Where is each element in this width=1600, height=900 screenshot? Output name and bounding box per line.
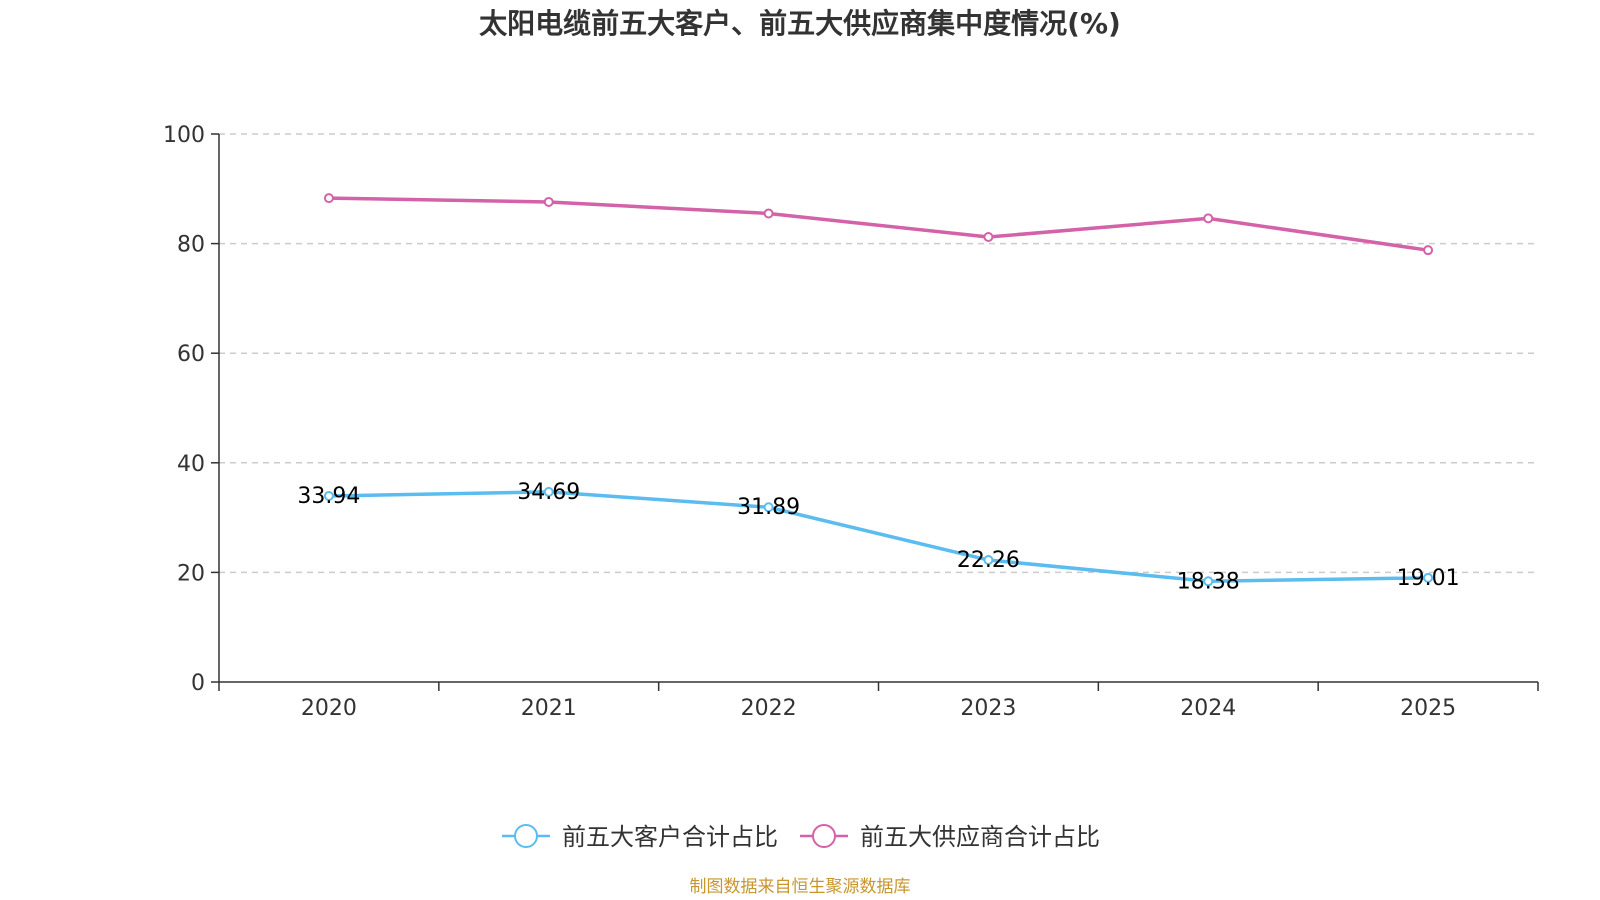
y-tick-label: 20 (177, 561, 205, 586)
y-tick-label: 100 (163, 123, 205, 148)
data-labels: 33.94 34.69 31.89 22.26 18.38 19.01 (297, 480, 1459, 594)
y-tick-label: 40 (177, 452, 205, 477)
x-tick-label: 2025 (1400, 696, 1456, 721)
legend[interactable]: 前五大客户合计占比 前五大供应商合计占比 (502, 823, 1100, 851)
data-point[interactable] (1203, 576, 1214, 587)
series (323, 193, 1434, 587)
x-tick-label: 2023 (960, 696, 1016, 721)
chart-title: 太阳电缆前五大客户、前五大供应商集中度情况(%) (479, 7, 1121, 40)
legend-marker (812, 824, 836, 848)
x-tick-label: 2022 (741, 696, 797, 721)
data-point[interactable] (323, 491, 334, 502)
data-point[interactable] (1203, 213, 1214, 224)
data-point[interactable] (983, 555, 994, 566)
y-tick-label: 0 (191, 671, 205, 696)
axes: 0 20 40 60 80 100 2020 2021 2022 2023 2024 2025 (163, 123, 1539, 721)
data-point[interactable] (763, 502, 774, 513)
x-tick-label: 2021 (521, 696, 577, 721)
data-label: 22.26 (957, 548, 1020, 573)
series-line-0 (328, 490, 1429, 584)
data-point[interactable] (543, 196, 554, 207)
data-point[interactable] (543, 486, 554, 497)
data-label: 31.89 (737, 495, 800, 520)
series-line-1 (328, 196, 1429, 252)
data-point[interactable] (983, 232, 994, 243)
data-label: 34.69 (517, 480, 580, 505)
x-tick-label: 2020 (301, 696, 357, 721)
y-tick-label: 80 (177, 233, 205, 258)
data-label: 33.94 (297, 484, 360, 509)
data-point[interactable] (763, 208, 774, 219)
data-point[interactable] (1423, 245, 1434, 256)
legend-marker (514, 824, 538, 848)
data-point[interactable] (1423, 572, 1434, 583)
x-tick-label: 2024 (1180, 696, 1236, 721)
legend-label: 前五大客户合计占比 (562, 823, 778, 851)
data-label: 19.01 (1397, 566, 1460, 591)
legend-item-0[interactable]: 前五大客户合计占比 (502, 823, 778, 851)
data-label: 18.38 (1177, 569, 1240, 594)
source-note: 制图数据来自恒生聚源数据库 (690, 877, 911, 897)
y-tick-label: 60 (177, 342, 205, 367)
data-point[interactable] (323, 193, 334, 204)
legend-label: 前五大供应商合计占比 (860, 823, 1100, 851)
legend-item-1[interactable]: 前五大供应商合计占比 (800, 823, 1100, 851)
